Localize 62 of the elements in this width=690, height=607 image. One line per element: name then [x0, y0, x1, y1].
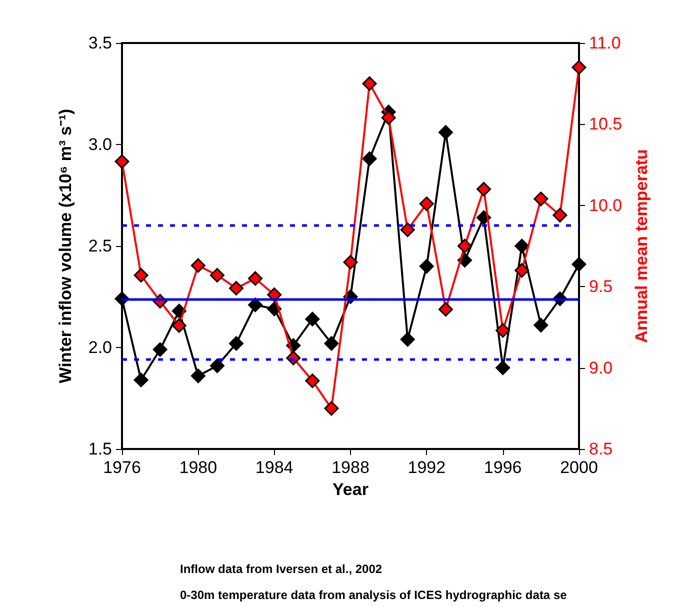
text: 0-30m temperature data from analysis of ICES hydrographic data se [180, 588, 567, 602]
point [362, 76, 377, 91]
y2-axis-title: Annual mean temperatu [632, 149, 651, 343]
point [572, 60, 586, 75]
point [458, 238, 472, 254]
point [496, 360, 510, 376]
y-tick-label: 1.5 [88, 440, 112, 458]
y2-tick-label: 9.0 [589, 358, 613, 378]
point [267, 287, 282, 302]
x-tick-label: 1988 [332, 458, 370, 477]
point [190, 368, 206, 384]
point [305, 312, 320, 326]
point [362, 151, 377, 166]
point [305, 374, 320, 388]
text: Inflow data from Iversen et al., 2002 [180, 562, 382, 576]
point [419, 259, 434, 274]
y2-tick-label: 10.0 [589, 196, 622, 215]
y-axis-title: Winter inflow volume (x10⁶ m³ s⁻¹) [56, 108, 75, 384]
point [476, 182, 492, 196]
point [324, 401, 339, 416]
point [534, 192, 548, 206]
x-axis-title: Year [332, 480, 369, 499]
y-tick-label: 3.5 [88, 34, 112, 52]
point [438, 125, 453, 140]
point [134, 372, 148, 388]
x-tick-label: 1980 [179, 458, 218, 477]
y-tick-label: 3.0 [88, 135, 112, 154]
point [324, 336, 339, 351]
point [229, 336, 244, 351]
point [190, 258, 206, 273]
y2-tick-label: 11.0 [589, 34, 621, 52]
y2-tick-label: 10.5 [589, 114, 622, 134]
point [229, 280, 244, 296]
x-tick-label: 2000 [560, 458, 598, 477]
point [343, 254, 358, 270]
x-tick-label: 1996 [484, 458, 522, 477]
point [248, 271, 263, 286]
point [514, 263, 530, 278]
point [172, 318, 186, 333]
point [210, 268, 224, 282]
x-tick-label: 1984 [255, 458, 294, 477]
point [514, 238, 530, 254]
point [210, 358, 224, 374]
y2-tick-label: 9.5 [589, 277, 613, 296]
x-tick-label: 1992 [408, 458, 446, 477]
point [438, 302, 453, 317]
point [114, 154, 130, 169]
point [400, 332, 415, 347]
y-tick-label: 2.5 [88, 236, 112, 256]
point [496, 323, 510, 338]
point [248, 298, 263, 312]
point [381, 110, 396, 125]
point [400, 222, 415, 238]
point [134, 268, 148, 282]
y2-tick-label: 8.5 [589, 440, 613, 458]
point [152, 342, 168, 357]
point [534, 318, 548, 332]
y-tick-label: 2.0 [88, 338, 112, 357]
point [572, 257, 586, 272]
point [419, 196, 434, 212]
x-tick-label: 1976 [103, 458, 141, 477]
point [552, 208, 568, 222]
